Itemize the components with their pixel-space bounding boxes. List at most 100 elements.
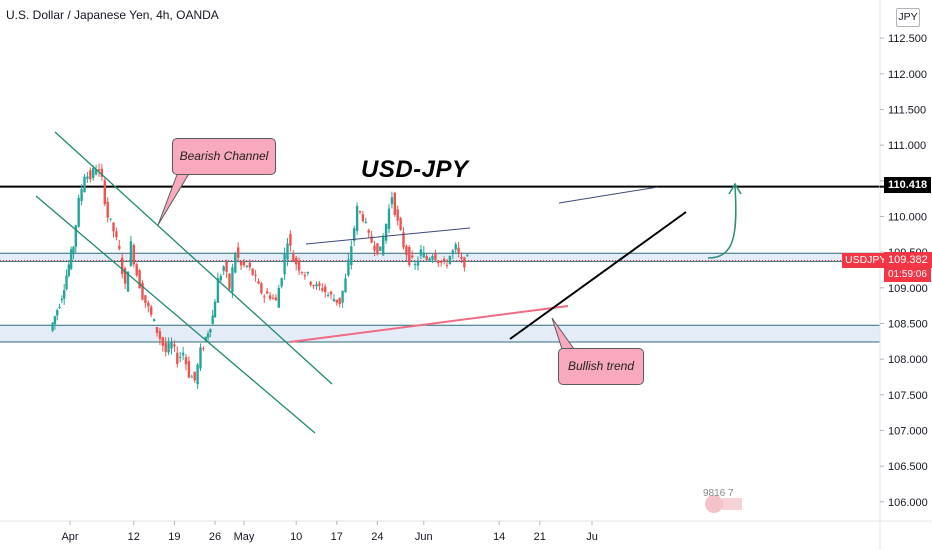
candle-body <box>135 264 138 276</box>
candle-body <box>86 176 89 179</box>
currency-label[interactable]: JPY <box>896 8 920 27</box>
candle-body <box>206 333 210 338</box>
candle-body <box>204 336 207 341</box>
y-tick-label: 110.000 <box>888 211 927 223</box>
candle-body <box>408 247 411 265</box>
candle-body <box>329 291 333 295</box>
candle-body <box>225 261 228 272</box>
candle-body <box>286 243 289 260</box>
candle-body <box>152 319 156 322</box>
candle-body <box>65 275 68 290</box>
candle-body <box>384 223 388 241</box>
channel-upper-line[interactable] <box>54 131 333 385</box>
x-tick-label: 26 <box>209 531 221 543</box>
candle-body <box>405 246 408 256</box>
candle-body <box>72 246 75 255</box>
candle-body <box>251 268 254 275</box>
resistance-trendline[interactable] <box>305 227 471 245</box>
candle-body <box>97 169 101 171</box>
level-price-tag: 110.418 <box>884 177 932 193</box>
y-tick-label: 109.000 <box>888 283 928 295</box>
candle-body <box>312 285 315 287</box>
callout-bullish-trend[interactable]: Bullish trend <box>558 348 644 385</box>
x-tick-label: 12 <box>128 531 140 543</box>
resistance-trendline-2[interactable] <box>558 186 659 204</box>
callout-bearish-channel[interactable]: Bearish Channel <box>172 138 276 175</box>
candle-body <box>364 221 367 223</box>
x-tick-label: May <box>234 531 255 543</box>
candle-body <box>332 299 336 302</box>
candle-body <box>419 249 423 256</box>
candle-body <box>434 253 437 261</box>
candle-body <box>422 252 425 258</box>
candle-body <box>56 310 59 316</box>
projection-arrow[interactable] <box>707 185 737 259</box>
y-tick-label: 111.500 <box>888 104 926 116</box>
candle-body <box>184 357 188 365</box>
candle-body <box>448 255 452 264</box>
candle-body <box>144 295 147 304</box>
callout-pointer-bearish <box>157 171 191 226</box>
candle-body <box>100 168 104 177</box>
y-tick-label: 108.000 <box>888 354 928 366</box>
bullish-trendline[interactable] <box>509 211 687 340</box>
candle-body <box>437 260 440 264</box>
candle-body <box>318 283 321 286</box>
candle-body <box>387 208 391 229</box>
candle-body <box>67 264 71 276</box>
candle-body <box>324 286 327 293</box>
candle-body <box>126 271 130 292</box>
candle-body <box>457 247 460 253</box>
candle-body <box>266 291 269 294</box>
candle-body <box>367 230 370 233</box>
candle-body <box>179 356 182 358</box>
candle-body <box>147 302 150 307</box>
candle-body <box>161 337 164 346</box>
candle-body <box>445 264 449 266</box>
candle-body <box>466 255 469 257</box>
candle-body <box>103 180 106 205</box>
candle-body <box>167 343 170 353</box>
candle-body <box>213 301 217 318</box>
candle-body <box>463 257 466 268</box>
candle-body <box>289 233 292 246</box>
candle-body <box>300 271 304 273</box>
x-tick-label: Apr <box>61 531 78 543</box>
candle-body <box>454 244 457 250</box>
candle-body <box>257 281 260 284</box>
candle-body <box>164 343 167 353</box>
countdown-tag: 01:59:06 <box>884 268 931 282</box>
projection-arrowhead <box>728 182 742 195</box>
x-tick-label: 14 <box>493 531 505 543</box>
candle-body <box>297 261 301 271</box>
candle-body <box>106 201 109 218</box>
y-tick-label: 107.000 <box>888 425 928 437</box>
candle-body <box>202 348 205 350</box>
candle-body <box>396 209 399 221</box>
candle-body <box>315 284 318 287</box>
candle-body <box>118 245 121 249</box>
candle-body <box>138 270 141 289</box>
candle-body <box>190 376 193 378</box>
candle-body <box>263 296 266 298</box>
x-tick-label: Jun <box>415 531 433 543</box>
candle-body <box>347 259 350 276</box>
candle-body <box>451 250 454 255</box>
candle-body <box>248 262 251 268</box>
candle-body <box>376 243 379 255</box>
support-trendline[interactable] <box>289 305 569 343</box>
candle-body <box>216 278 220 303</box>
candle-body <box>209 328 212 333</box>
candle-body <box>80 189 83 202</box>
candle-body <box>150 306 153 315</box>
candle-body <box>425 256 428 260</box>
y-tick-label: 106.500 <box>888 461 928 473</box>
x-tick-label: Ju <box>586 531 598 543</box>
channel-lower-line[interactable] <box>35 195 316 434</box>
x-tick-label: 10 <box>290 531 302 543</box>
candle-body <box>60 298 64 301</box>
candle-body <box>306 272 309 274</box>
candle-body <box>428 258 431 261</box>
